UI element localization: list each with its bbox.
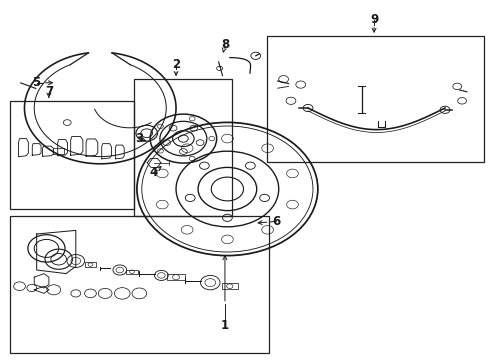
Text: 9: 9	[369, 13, 377, 26]
Text: 7: 7	[45, 85, 53, 98]
Text: 3: 3	[135, 132, 143, 145]
Bar	[126, 270, 138, 274]
Text: 5: 5	[33, 76, 41, 89]
Bar	[167, 274, 184, 280]
Bar	[84, 262, 96, 267]
Text: 4: 4	[150, 166, 158, 179]
Text: 6: 6	[272, 215, 280, 228]
Text: 2: 2	[172, 58, 180, 71]
Text: 1: 1	[221, 319, 228, 332]
Bar	[10, 101, 134, 209]
Bar	[134, 79, 232, 216]
Bar	[53, 148, 63, 154]
Bar	[10, 216, 268, 353]
Text: 8: 8	[221, 39, 228, 51]
Bar	[266, 36, 483, 162]
Bar	[222, 283, 237, 289]
